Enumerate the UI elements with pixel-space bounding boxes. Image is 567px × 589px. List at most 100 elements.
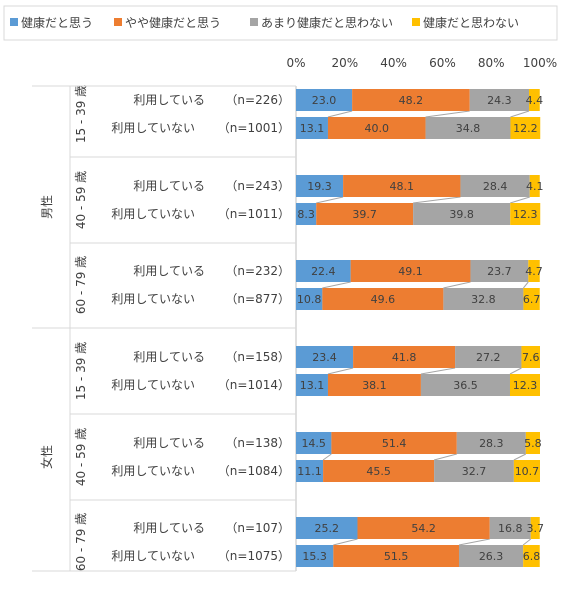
- bar-segment-0-1: [352, 89, 470, 111]
- row-label-4: 利用している: [133, 264, 205, 278]
- bar-segment-3-1: [316, 203, 414, 225]
- data-label-7-0: 13.1: [300, 379, 325, 392]
- row-n-0: （n=226）: [225, 93, 290, 107]
- bar-segment-7-0: [296, 374, 328, 396]
- bar-segment-2-2: [460, 175, 530, 197]
- bar-segment-0-2: [469, 89, 530, 111]
- connector-8-1: [433, 453, 457, 461]
- bar-segment-6-1: [353, 346, 456, 368]
- legend-swatch-1: [114, 18, 122, 26]
- age-group-label-0: 15 - 39 歳: [74, 85, 88, 143]
- data-label-2-1: 48.1: [390, 180, 415, 193]
- bar-segment-4-3: [528, 260, 540, 282]
- bar-segment-11-3: [523, 545, 540, 567]
- bar-segment-5-3: [523, 288, 540, 310]
- data-label-0-1: 48.2: [399, 94, 424, 107]
- gender-label-0: 男性: [40, 195, 54, 219]
- data-label-0-2: 24.3: [487, 94, 512, 107]
- connector-2-1: [413, 196, 461, 204]
- connector-10-2: [522, 538, 532, 546]
- bar-segment-1-2: [425, 117, 511, 139]
- age-group-label-1: 40 - 59 歳: [74, 171, 88, 229]
- data-label-2-0: 19.3: [307, 180, 332, 193]
- data-label-8-0: 14.5: [301, 437, 326, 450]
- row-n-3: （n=1011）: [218, 207, 290, 221]
- data-label-11-0: 15.3: [302, 550, 327, 563]
- legend-swatch-0: [10, 18, 18, 26]
- data-label-3-1: 39.7: [352, 208, 377, 221]
- data-label-5-3: 6.7: [523, 293, 541, 306]
- x-tick-label-1: 20%: [331, 56, 358, 70]
- data-label-1-3: 12.2: [513, 122, 538, 135]
- age-group-label-2: 60 - 79 歳: [74, 256, 88, 314]
- row-n-5: （n=877）: [225, 292, 290, 306]
- data-label-4-3: 4.7: [525, 265, 543, 278]
- legend-swatch-2: [250, 18, 258, 26]
- data-label-1-0: 13.1: [300, 122, 325, 135]
- bar-segment-2-1: [343, 175, 461, 197]
- bar-segment-5-0: [296, 288, 323, 310]
- legend-swatch-3: [412, 18, 420, 26]
- bar-segment-3-0: [296, 203, 317, 225]
- x-tick-label-0: 0%: [286, 56, 305, 70]
- x-tick-label-2: 40%: [380, 56, 407, 70]
- bar-segment-10-2: [489, 517, 531, 539]
- row-n-9: （n=1084）: [218, 464, 290, 478]
- data-label-9-1: 45.5: [366, 465, 391, 478]
- connector-2-2: [510, 196, 530, 204]
- row-label-7: 利用していない: [111, 378, 195, 392]
- row-label-11: 利用していない: [111, 549, 195, 563]
- data-label-2-2: 28.4: [483, 180, 508, 193]
- row-label-1: 利用していない: [111, 121, 195, 135]
- connector-6-2: [509, 367, 522, 375]
- data-label-10-0: 25.2: [314, 522, 339, 535]
- bar-segment-8-1: [331, 432, 457, 454]
- data-label-3-3: 12.3: [513, 208, 538, 221]
- bar-segment-8-2: [456, 432, 526, 454]
- data-label-0-0: 23.0: [312, 94, 337, 107]
- row-n-11: （n=1075）: [218, 549, 290, 563]
- row-n-8: （n=138）: [225, 436, 290, 450]
- connector-10-1: [458, 538, 490, 546]
- bar-segment-2-3: [529, 175, 540, 197]
- connector-2-0: [316, 196, 344, 204]
- bar-segment-10-0: [296, 517, 358, 539]
- legend-label-0: 健康だと思う: [21, 15, 93, 30]
- data-label-10-3: 3.7: [526, 522, 544, 535]
- bar-segment-6-3: [521, 346, 540, 368]
- data-label-8-2: 28.3: [479, 437, 504, 450]
- data-label-9-3: 10.7: [515, 465, 540, 478]
- data-label-11-2: 26.3: [479, 550, 504, 563]
- row-n-10: （n=107）: [225, 521, 290, 535]
- data-label-2-3: 4.1: [526, 180, 544, 193]
- bar-segment-10-3: [530, 517, 540, 539]
- bar-segment-9-2: [434, 460, 514, 482]
- row-label-9: 利用していない: [111, 464, 195, 478]
- bar-segment-11-1: [333, 545, 459, 567]
- age-group-label-4: 40 - 59 歳: [74, 428, 88, 486]
- data-label-4-2: 23.7: [487, 265, 512, 278]
- row-n-1: （n=1001）: [218, 121, 290, 135]
- connector-4-1: [443, 281, 471, 289]
- connector-6-1: [420, 367, 456, 375]
- legend-label-3: 健康だと思わない: [423, 15, 519, 30]
- row-label-6: 利用している: [133, 350, 205, 364]
- x-tick-label-5: 100%: [523, 56, 557, 70]
- bar-segment-4-0: [296, 260, 351, 282]
- data-label-3-0: 8.3: [297, 208, 315, 221]
- data-label-6-2: 27.2: [476, 351, 501, 364]
- bar-segment-9-0: [296, 460, 324, 482]
- bar-segment-8-0: [296, 432, 332, 454]
- data-label-11-1: 51.5: [384, 550, 409, 563]
- data-label-7-2: 36.5: [453, 379, 478, 392]
- row-n-4: （n=232）: [225, 264, 290, 278]
- data-label-5-2: 32.8: [471, 293, 496, 306]
- gender-label-1: 女性: [39, 445, 54, 469]
- data-label-0-3: 4.4: [526, 94, 544, 107]
- series-connector-lines: [316, 110, 532, 546]
- row-label-8: 利用している: [133, 436, 205, 450]
- data-label-10-2: 16.8: [498, 522, 523, 535]
- connector-8-0: [322, 453, 332, 461]
- row-n-2: （n=243）: [225, 179, 290, 193]
